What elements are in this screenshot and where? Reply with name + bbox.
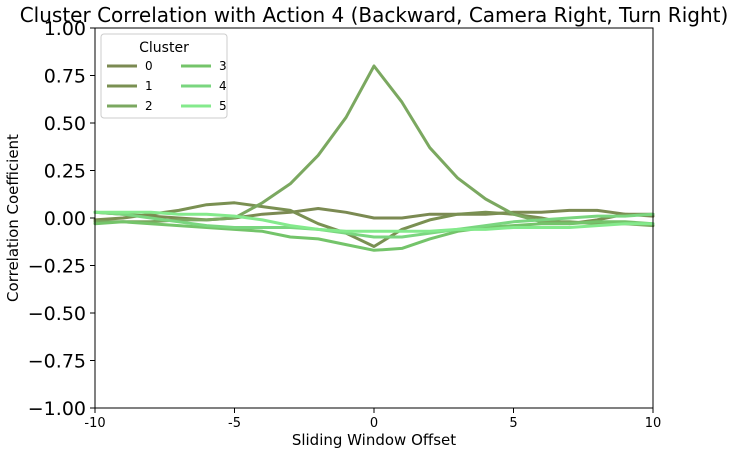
- legend: Cluster 0 1 2 3 4 5: [100, 33, 228, 119]
- y-tick-label: −0.50: [28, 303, 86, 325]
- x-tick-label: -5: [228, 416, 241, 431]
- y-tick-label: −0.75: [28, 351, 86, 373]
- series-line-2: [93, 64, 655, 228]
- plot-lines: [93, 64, 655, 252]
- legend-label-1: 1: [145, 79, 153, 93]
- x-tick-label: 10: [645, 416, 662, 431]
- y-axis-label: Correlation Coefficient: [4, 134, 22, 302]
- legend-label-4: 4: [219, 79, 227, 93]
- y-tick-label: 1.00: [44, 18, 86, 40]
- legend-title: Cluster: [139, 40, 189, 56]
- legend-label-5: 5: [219, 99, 227, 113]
- y-tick-label: −0.25: [28, 256, 86, 278]
- series-line-5: [93, 210, 655, 233]
- x-tick-label: -10: [84, 416, 105, 431]
- legend-label-0: 0: [145, 59, 153, 73]
- y-tick-label: 0.25: [44, 161, 86, 183]
- y-axis: −1.00 −0.75 −0.50 −0.25 0.00 0.25 0.50 0.75 1.00: [28, 18, 95, 420]
- x-tick-label: 5: [509, 416, 517, 431]
- y-tick-label: −1.00: [28, 398, 86, 420]
- chart-title: Cluster Correlation with Action 4 (Backw…: [20, 3, 729, 27]
- legend-label-3: 3: [219, 59, 227, 73]
- series-line-4: [93, 210, 655, 239]
- x-axis: -10 -5 0 5 10: [84, 408, 661, 431]
- y-tick-label: 0.00: [44, 208, 86, 230]
- y-tick-label: 0.75: [44, 66, 86, 88]
- legend-label-2: 2: [145, 99, 153, 113]
- legend-box: [100, 33, 228, 119]
- y-tick-label: 0.50: [44, 113, 86, 135]
- x-tick-label: 0: [370, 416, 378, 431]
- series-line-3: [93, 220, 655, 252]
- x-axis-label: Sliding Window Offset: [292, 431, 456, 449]
